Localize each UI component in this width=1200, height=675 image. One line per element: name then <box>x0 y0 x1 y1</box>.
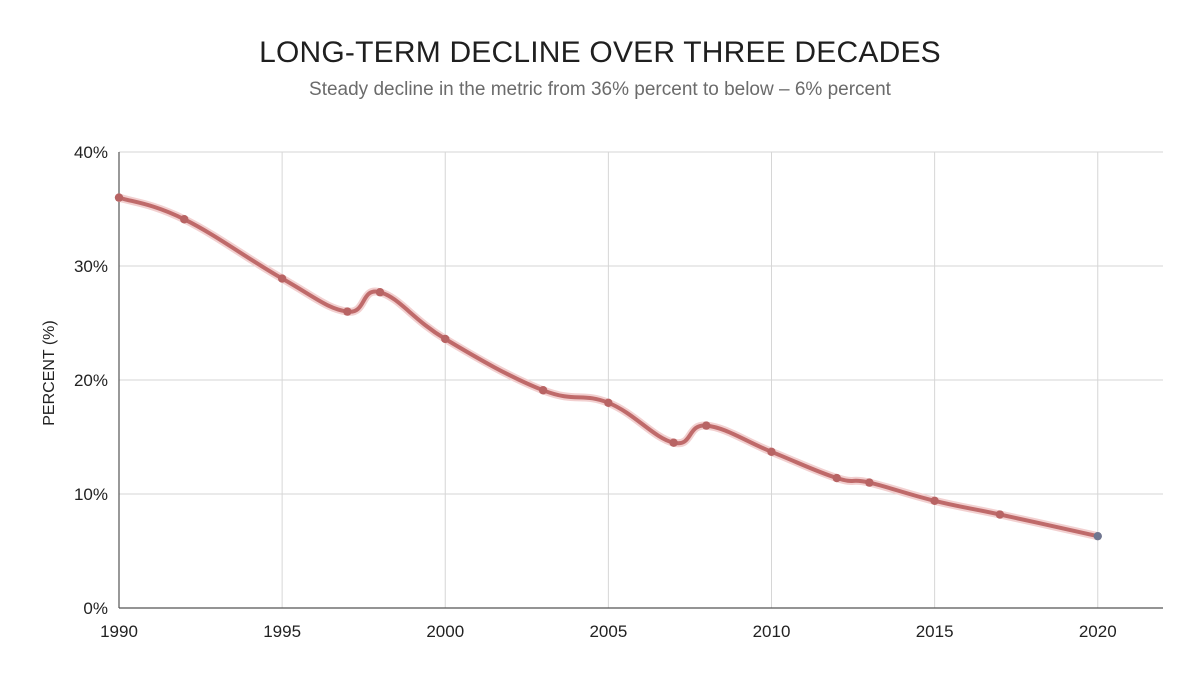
data-point <box>669 438 678 447</box>
x-tick-label: 2020 <box>1079 622 1117 641</box>
x-tick-label: 2015 <box>916 622 954 641</box>
data-point <box>343 307 352 316</box>
data-point <box>114 193 124 202</box>
chart-title: LONG-TERM DECLINE OVER THREE DECADES <box>259 36 941 69</box>
data-point <box>538 386 548 395</box>
data-point <box>995 510 1005 519</box>
y-tick-label: 0% <box>83 599 108 618</box>
tick-labels: 0% 10% 20% 30% 40% 1990 1995 2000 2005 2010 2015 20… <box>74 143 1117 641</box>
x-tick-label: 2005 <box>589 622 627 641</box>
data-point <box>930 496 939 506</box>
data-point <box>180 215 189 224</box>
y-tick-label: 40% <box>74 143 108 162</box>
x-tick-label: 2000 <box>426 622 464 641</box>
x-tick-label: 1995 <box>263 622 301 641</box>
grid-lines <box>118 151 1163 608</box>
y-tick-label: 10% <box>74 485 108 504</box>
data-point <box>865 478 874 487</box>
x-tick-label: 1990 <box>100 622 138 641</box>
axes <box>118 152 1163 609</box>
series-line <box>117 195 1100 539</box>
y-axis-title: PERCENT (%) <box>41 320 58 426</box>
data-point <box>767 447 776 457</box>
series-layer <box>115 193 1102 541</box>
data-point <box>702 421 711 430</box>
data-points <box>114 193 1102 541</box>
data-point <box>604 398 613 407</box>
y-tick-label: 30% <box>74 257 108 276</box>
data-point-last <box>1093 531 1102 541</box>
data-point <box>375 288 385 297</box>
data-point <box>277 274 287 283</box>
data-point <box>832 473 841 483</box>
chart-subtitle: Steady decline in the metric from 36% pe… <box>309 79 891 100</box>
x-tick-label: 2010 <box>753 622 791 641</box>
y-tick-label: 20% <box>74 371 108 390</box>
data-point <box>441 334 450 344</box>
